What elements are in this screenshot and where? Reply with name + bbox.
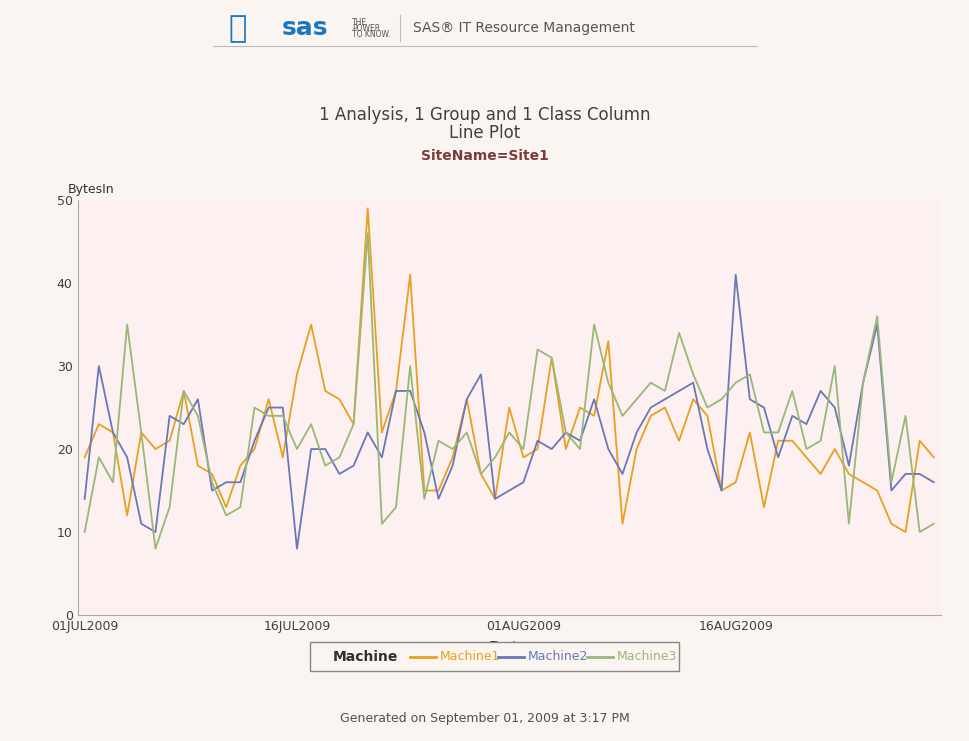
Text: SAS® IT Resource Management: SAS® IT Resource Management (413, 21, 634, 35)
Text: Line Plot: Line Plot (449, 124, 520, 142)
Text: SiteName=Site1: SiteName=Site1 (421, 149, 548, 162)
Text: BytesIn: BytesIn (68, 183, 114, 196)
Text: Ⓢ: Ⓢ (229, 13, 246, 43)
Text: TO KNOW.: TO KNOW. (352, 30, 391, 39)
X-axis label: Date: Date (488, 641, 529, 657)
Text: Machine1: Machine1 (439, 650, 499, 663)
FancyBboxPatch shape (310, 642, 678, 671)
Text: Generated on September 01, 2009 at 3:17 PM: Generated on September 01, 2009 at 3:17 … (340, 712, 629, 725)
Text: POWER: POWER (352, 24, 380, 33)
Text: Machine: Machine (332, 650, 397, 663)
Text: Machine3: Machine3 (615, 650, 676, 663)
Text: sas: sas (281, 16, 328, 40)
Text: Machine2: Machine2 (527, 650, 587, 663)
Text: 1 Analysis, 1 Group and 1 Class Column: 1 Analysis, 1 Group and 1 Class Column (319, 106, 650, 124)
Text: THE: THE (352, 18, 367, 27)
